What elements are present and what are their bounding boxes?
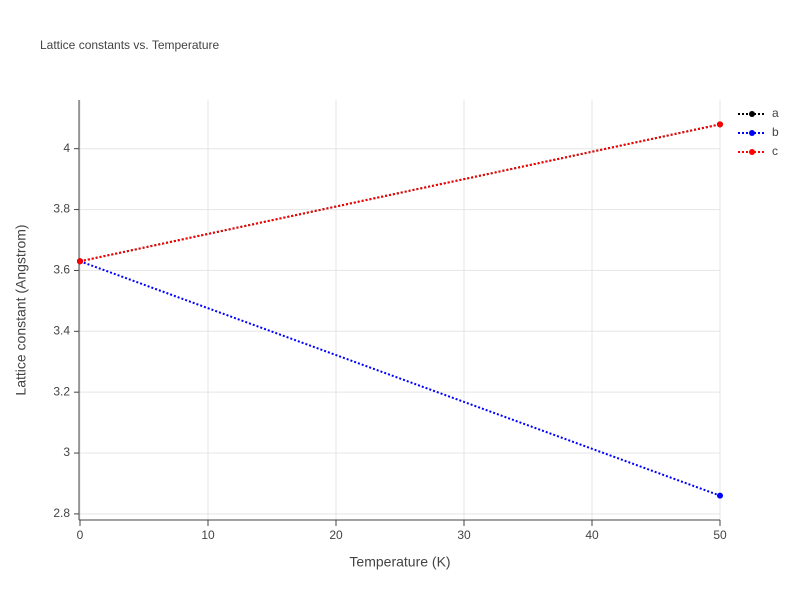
series-line: [79, 123, 721, 263]
legend-item[interactable]: b: [738, 125, 779, 139]
point: [717, 492, 723, 499]
y-tick-label: 3: [63, 445, 70, 459]
y-tick-label: 4: [63, 141, 70, 155]
legend-item[interactable]: a: [738, 106, 779, 120]
legend-marker: [749, 130, 755, 136]
x-tick-label: 50: [713, 528, 727, 542]
legend-label: b: [772, 125, 779, 139]
chart-title: Lattice constants vs. Temperature: [40, 38, 220, 52]
series-line: [79, 260, 721, 497]
point: [717, 121, 723, 128]
y-tick-label: 2.8: [53, 506, 70, 520]
y-tick-label: 3.2: [53, 384, 70, 398]
y-tick-label: 3.8: [53, 202, 70, 216]
legend-label: a: [772, 106, 779, 120]
x-axis-title: Temperature (K): [349, 554, 450, 570]
y-tick-label: 3.6: [53, 263, 70, 277]
point: [77, 258, 83, 265]
y-axis-title: Lattice constant (Angstrom): [13, 224, 29, 395]
legend-marker: [749, 111, 755, 117]
legend-marker: [749, 149, 755, 155]
x-tick-label: 40: [585, 528, 599, 542]
x-tick-label: 0: [77, 528, 84, 542]
x-tick-label: 20: [329, 528, 343, 542]
legend-item[interactable]: c: [738, 144, 778, 158]
y-tick-label: 3.4: [53, 323, 70, 337]
x-tick-label: 30: [457, 528, 471, 542]
legend-label: c: [772, 144, 778, 158]
x-tick-label: 10: [201, 528, 215, 542]
